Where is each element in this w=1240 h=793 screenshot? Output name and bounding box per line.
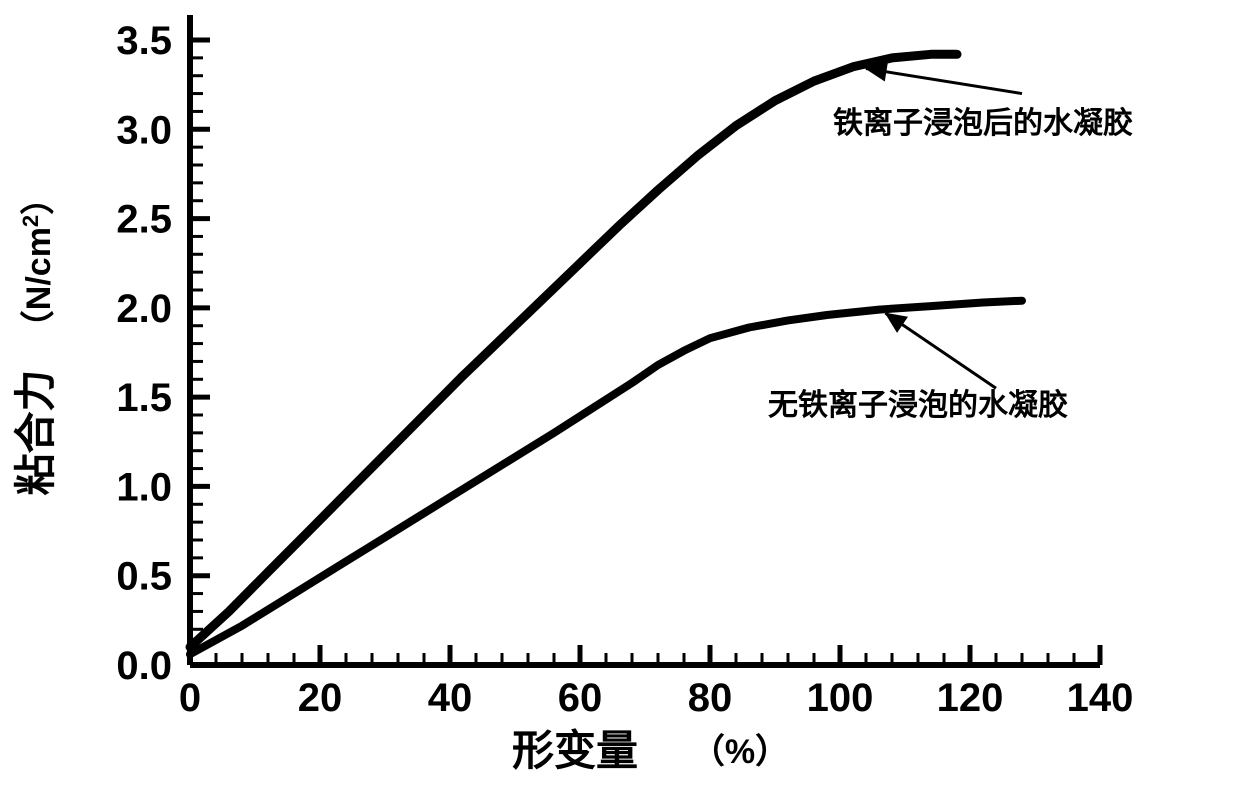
y-tick-label: 2.5 [116,198,172,242]
x-tick-label: 60 [558,676,603,720]
series-iron-soaked [190,54,957,647]
y-tick-label: 1.5 [116,376,172,420]
x-tick-label: 120 [937,676,1004,720]
series-no-iron-label: 无铁离子浸泡的水凝胶 [768,388,1068,422]
series-iron-soaked-label: 铁离子浸泡后的水凝胶 [833,106,1133,140]
x-tick-label: 40 [428,676,473,720]
x-axis-unit: （%） [691,732,789,771]
chart-svg: 0.0 0.5 1.0 1.5 2.0 2.5 3.0 3.5 0 20 40 60 80 100 120 1… [0,0,1240,793]
series-no-iron [190,301,1022,655]
x-tick-label: 0 [179,676,201,720]
x-tick-label: 20 [298,676,343,720]
y-tick-label: 1.0 [116,465,172,509]
y-tick-label: 2.0 [116,287,172,331]
chart-container: 0.0 0.5 1.0 1.5 2.0 2.5 3.0 3.5 0 20 40 60 80 100 120 1… [0,0,1240,793]
y-tick-label: 3.5 [116,19,172,63]
series-no-iron-arrowhead [886,313,908,332]
x-tick-label: 100 [807,676,874,720]
x-axis-title: 形变量 [512,727,638,774]
y-tick-label: 3.0 [116,108,172,152]
x-tick-label: 80 [688,676,733,720]
series-iron-soaked-arrow [866,69,1022,94]
x-tick-label: 140 [1067,676,1134,720]
y-axis-title: 粘合力 [12,369,59,495]
y-axis-unit: （N/cm2） [18,181,58,344]
y-tick-label: 0.5 [116,555,172,599]
y-tick-label: 0.0 [116,644,172,688]
